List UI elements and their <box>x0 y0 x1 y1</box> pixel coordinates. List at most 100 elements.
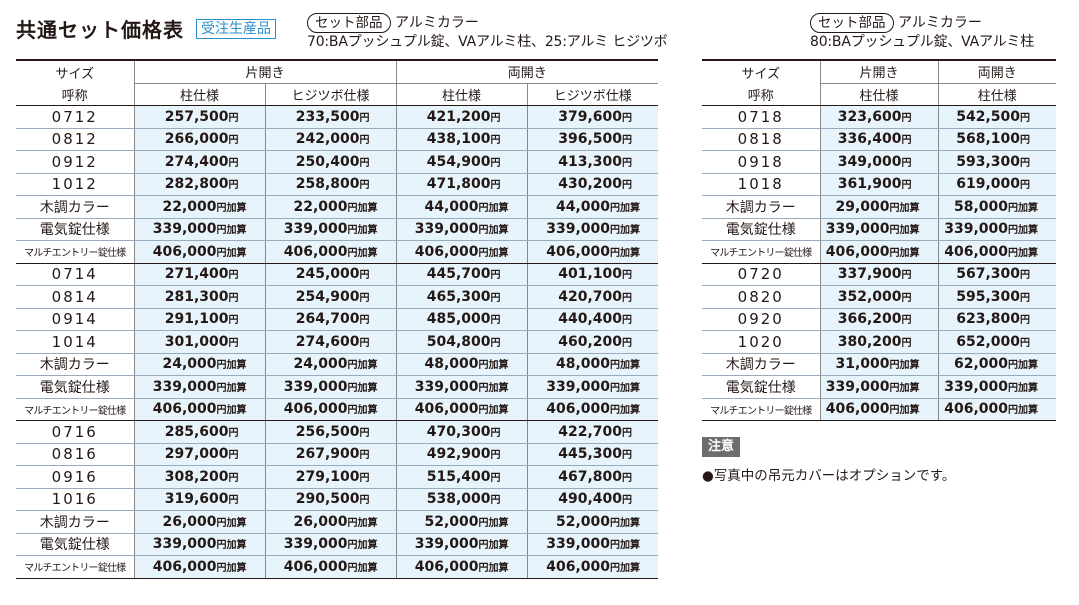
table-row: 0912 274,400円 250,400円 454,900円 413,300円 <box>16 151 658 174</box>
price-cell: 538,000円 <box>396 488 527 511</box>
price-value: 339,000 <box>944 221 1008 237</box>
price-value: 485,000 <box>427 311 491 327</box>
price-value: 339,000 <box>826 221 890 237</box>
yen-suffix: 円加算 <box>348 203 378 214</box>
price-cell: 619,000円 <box>938 173 1056 196</box>
yen-suffix: 円 <box>902 293 912 304</box>
yen-suffix: 円 <box>360 495 370 506</box>
price-cell: 339,000円加算 <box>265 218 396 241</box>
header-size: サイズ <box>16 60 134 83</box>
price-cell: 406,000円加算 <box>527 556 658 579</box>
yen-suffix: 円 <box>491 473 501 484</box>
yen-suffix: 円 <box>491 180 501 191</box>
price-value: 339,000 <box>284 536 348 552</box>
price-value: 406,000 <box>284 244 348 260</box>
price-value: 291,100 <box>165 311 229 327</box>
parts-text: 70:BAプッシュプル錠、VAアルミ柱、25:アルミ ヒジツボ <box>307 33 667 52</box>
price-value: 422,700 <box>558 424 622 440</box>
yen-suffix: 円 <box>229 113 239 124</box>
price-value: 256,500 <box>296 424 360 440</box>
yen-suffix: 円 <box>622 135 632 146</box>
price-cell: 242,000円 <box>265 128 396 151</box>
row-label: 0820 <box>702 286 820 309</box>
price-value: 467,800 <box>558 469 622 485</box>
price-value: 595,300 <box>956 289 1020 305</box>
price-value: 264,700 <box>296 311 360 327</box>
price-cell: 58,000円加算 <box>938 196 1056 219</box>
row-label: 0912 <box>16 151 134 174</box>
table-row: マルチエントリー錠仕様 406,000円加算 406,000円加算 <box>702 241 1056 264</box>
price-value: 396,500 <box>558 131 622 147</box>
price-value: 413,300 <box>558 154 622 170</box>
price-cell: 281,300円 <box>134 286 265 309</box>
price-cell: 406,000円加算 <box>265 556 396 579</box>
price-cell: 349,000円 <box>820 151 938 174</box>
price-value: 301,000 <box>165 334 229 350</box>
price-table-left: サイズ 片開き 両開き 呼称 柱仕様 ヒジツボ仕様 柱仕様 ヒジツボ仕様 071… <box>16 59 658 579</box>
yen-suffix: 円加算 <box>1008 248 1038 259</box>
row-label: 0914 <box>16 308 134 331</box>
price-cell: 339,000円加算 <box>938 376 1056 399</box>
price-value: 406,000 <box>546 401 610 417</box>
price-cell: 22,000円加算 <box>134 196 265 219</box>
price-value: 619,000 <box>956 176 1020 192</box>
yen-suffix: 円 <box>229 135 239 146</box>
price-value: 29,000 <box>835 199 889 215</box>
price-value: 62,000 <box>954 356 1008 372</box>
price-value: 274,600 <box>296 334 360 350</box>
price-value: 421,200 <box>427 109 491 125</box>
price-cell: 26,000円加算 <box>134 511 265 534</box>
yen-suffix: 円加算 <box>479 203 509 214</box>
price-value: 339,000 <box>546 221 610 237</box>
yen-suffix: 円 <box>902 180 912 191</box>
price-value: 266,000 <box>165 131 229 147</box>
yen-suffix: 円 <box>360 135 370 146</box>
price-value: 26,000 <box>293 514 347 530</box>
price-cell: 336,400円 <box>820 128 938 151</box>
table-row: マルチエントリー錠仕様 406,000円加算 406,000円加算 406,000円加… <box>16 398 658 421</box>
price-value: 339,000 <box>153 536 217 552</box>
table-row: マルチエントリー錠仕様 406,000円加算 406,000円加算 406,000円加… <box>16 556 658 579</box>
price-value: 379,600 <box>558 109 622 125</box>
price-cell: 445,300円 <box>527 443 658 466</box>
yen-suffix: 円加算 <box>610 383 640 394</box>
price-cell: 406,000円加算 <box>820 398 938 421</box>
yen-suffix: 円加算 <box>479 518 509 529</box>
table-row: 0718 323,600円 542,500円 <box>702 106 1056 129</box>
price-value: 290,500 <box>296 491 360 507</box>
table-row: 0716 285,600円 256,500円 470,300円 422,700円 <box>16 421 658 444</box>
yen-suffix: 円 <box>902 270 912 281</box>
table-row: 0920 366,200円 623,800円 <box>702 308 1056 331</box>
yen-suffix: 円 <box>491 158 501 169</box>
price-cell: 465,300円 <box>396 286 527 309</box>
price-value: 492,900 <box>427 446 491 462</box>
price-cell: 52,000円加算 <box>527 511 658 534</box>
price-value: 271,400 <box>165 266 229 282</box>
price-value: 339,000 <box>826 379 890 395</box>
price-cell: 406,000円加算 <box>938 398 1056 421</box>
price-cell: 256,500円 <box>265 421 396 444</box>
price-value: 406,000 <box>944 401 1008 417</box>
yen-suffix: 円 <box>622 473 632 484</box>
table-row: 電気錠仕様 339,000円加算 339,000円加算 <box>702 376 1056 399</box>
price-cell: 595,300円 <box>938 286 1056 309</box>
price-cell: 24,000円加算 <box>265 353 396 376</box>
price-cell: 339,000円加算 <box>134 376 265 399</box>
price-value: 337,900 <box>838 266 902 282</box>
price-cell: 339,000円加算 <box>396 376 527 399</box>
price-cell: 291,100円 <box>134 308 265 331</box>
table-row: 0820 352,000円 595,300円 <box>702 286 1056 309</box>
yen-suffix: 円 <box>229 158 239 169</box>
yen-suffix: 円 <box>360 158 370 169</box>
yen-suffix: 円 <box>229 270 239 281</box>
yen-suffix: 円加算 <box>890 225 920 236</box>
price-value: 250,400 <box>296 154 360 170</box>
row-label: 0812 <box>16 128 134 151</box>
table-row: 木調カラー 26,000円加算 26,000円加算 52,000円加算 52,000円加… <box>16 511 658 534</box>
price-value: 233,500 <box>296 109 360 125</box>
yen-suffix: 円 <box>491 428 501 439</box>
table-row: 木調カラー 22,000円加算 22,000円加算 44,000円加算 44,000円加… <box>16 196 658 219</box>
row-label: 1020 <box>702 331 820 354</box>
price-cell: 339,000円加算 <box>265 533 396 556</box>
table-row: 木調カラー 29,000円加算 58,000円加算 <box>702 196 1056 219</box>
